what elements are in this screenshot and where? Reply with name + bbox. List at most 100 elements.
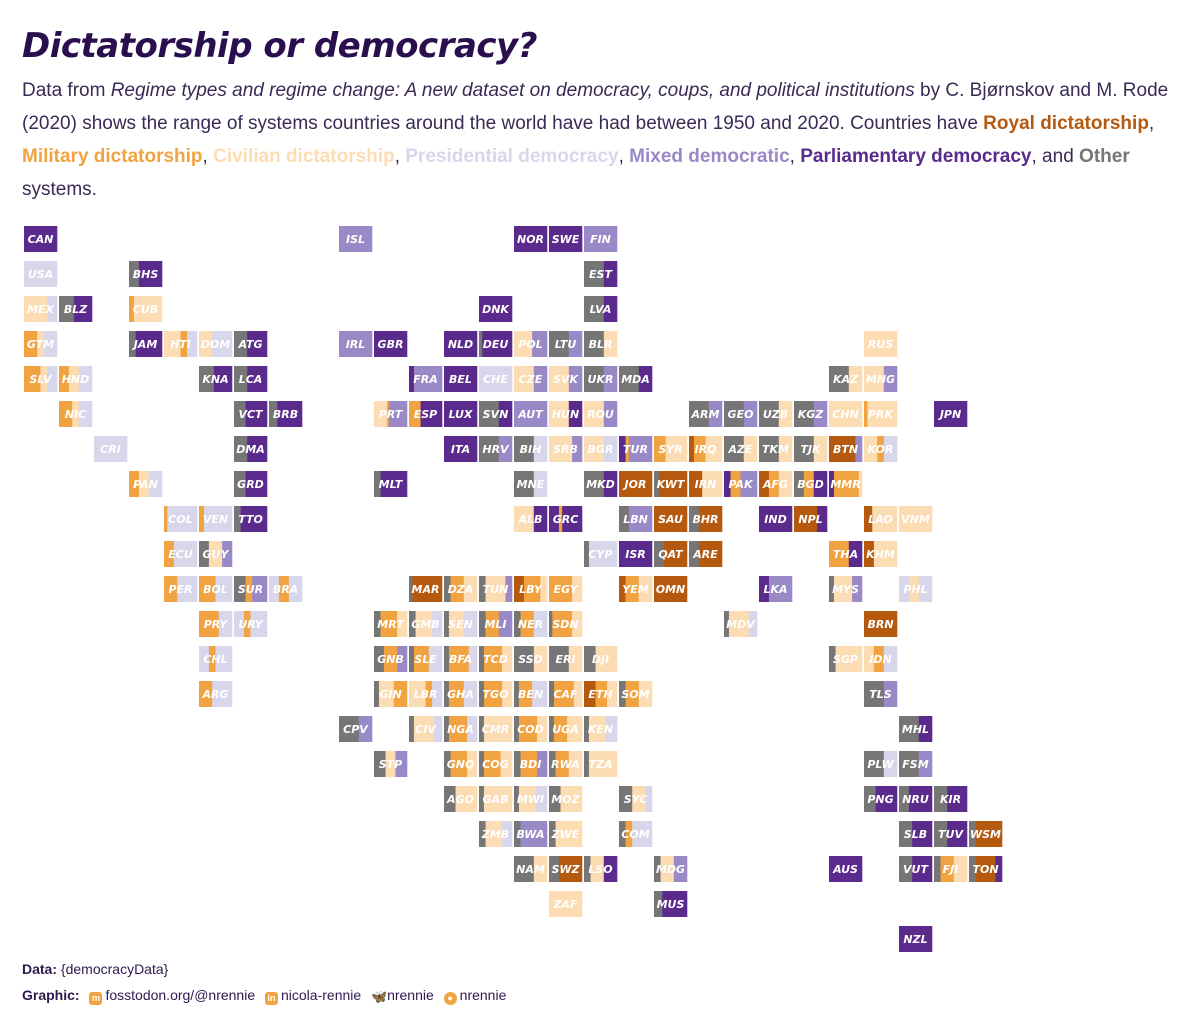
tile-label: THA [833,548,858,561]
tile-segment-military [199,506,205,532]
tile-segment-military [768,471,780,497]
tile-segment-mixed [413,366,443,392]
tile-segment-presidential [748,611,758,637]
tile-lka: LKA [759,576,793,602]
tile-segment-parliamentary [829,471,835,497]
tile-bfa: BFA [444,646,478,672]
tile-segment-mixed [813,401,828,427]
tile-tur: TUR [619,436,653,462]
caption-link-github[interactable]: nrennie [459,987,507,1003]
tile-segment-other [479,716,485,742]
tile-label: NZL [903,933,927,946]
tile-segment-other [479,646,485,672]
tile-segment-civilian [485,576,506,602]
tile-label: KWT [657,478,686,491]
tile-segment-parliamentary [918,716,933,742]
tile-label: MNE [517,478,545,491]
tile-label: AZE [727,443,752,456]
tile-segment-civilian [455,786,478,812]
tile-segment-royal [864,611,898,637]
tile-segment-military [940,856,955,882]
tile-label: TJK [800,443,822,456]
tile-label: CHL [203,653,227,666]
tile-label: HTI [170,338,191,351]
tile-segment-other [584,716,590,742]
tile-segment-military [180,331,188,357]
tile-segment-civilian [899,506,933,532]
caption-data-label: Data [22,961,53,977]
tile-segment-other [234,506,241,532]
tile-label: JPN [938,408,961,421]
tile-segment-parliamentary [247,331,268,357]
tile-segment-military [523,576,541,602]
tile-label: DOM [201,338,230,351]
tile-segment-military [199,576,216,602]
tile-label: MHL [902,723,929,736]
tile-brn: BRN [864,611,898,637]
tile-label: MWI [517,793,544,806]
tile-label: HUN [552,408,579,421]
tile-segment-parliamentary [482,331,513,357]
tile-segment-civilian [500,751,513,777]
tile-label: HND [62,373,90,386]
tile-segment-mixed [883,681,898,707]
tile-eth: ETH [584,681,618,707]
tile-segment-other [199,541,210,567]
tile-label: CRI [100,443,121,456]
legend-parliamentary: Parliamentary democracy [800,146,1032,167]
tile-prt: PRT [374,401,408,427]
caption-link-mastodon[interactable]: fosstodon.org/@nrennie [105,987,256,1003]
tile-pry: PRY [199,611,233,637]
tile-segment-royal [514,576,525,602]
tile-segment-parliamentary [912,856,933,882]
tile-segment-other [339,716,360,742]
tile-label: NAM [516,863,545,876]
tile-segment-presidential [234,611,245,637]
tile-segment-other [584,541,590,567]
tile-label: IRQ [695,443,717,456]
tile-grd: GRD [234,471,268,497]
tile-label: LUX [449,408,473,421]
tile-segment-presidential [78,401,93,427]
tile-tto: TTO [234,506,268,532]
tile-segment-parliamentary [247,436,268,462]
tile-segment-civilian [864,366,885,392]
tile-segment-military [380,611,398,637]
tile-label: SWE [552,233,580,246]
tile-label: GIN [379,688,401,701]
tile-lao: LAO [864,506,898,532]
caption-graphic: Graphic: m fosstodon.org/@nrennie in nicol… [22,987,507,1005]
tile-label: TLS [869,688,892,701]
tile-ven: VEN [199,506,233,532]
tile-segment-mixed [918,751,933,777]
tile-label: YEM [622,583,648,596]
tile-segment-military [625,576,640,602]
tile-label: UZB [763,408,788,421]
legend-presidential: Presidential democracy [405,146,619,167]
tile-blr: BLR [584,331,618,357]
tile-segment-royal [698,506,723,532]
tile-segment-parliamentary [908,786,933,812]
tile-segment-civilian [448,611,465,637]
tile-segment-other [234,436,248,462]
tile-segment-mixed [533,366,548,392]
tile-label: DNK [482,303,510,316]
caption-link-linkedin[interactable]: nicola-rennie [281,987,362,1003]
tile-segment-military [393,681,408,707]
tile-segment-other [234,366,248,392]
tile-segment-other [549,646,570,672]
tile-label: MUS [657,898,685,911]
tile-label: GRD [237,478,264,491]
tile-label: SLV [30,373,53,386]
tile-syc: SYC [619,786,653,812]
tile-cub: CUB [129,296,163,322]
tile-rou: ROU [584,401,618,427]
tile-label: LCA [239,373,263,386]
tile-segment-mixed [339,331,373,357]
tile-label: SYC [624,793,648,806]
tile-segment-civilian [502,646,513,672]
tile-segment-parliamentary [638,366,653,392]
tile-segment-mixed [584,226,618,252]
caption-link-bluesky[interactable]: nrennie [387,987,434,1003]
tile-label: GMB [411,618,439,631]
